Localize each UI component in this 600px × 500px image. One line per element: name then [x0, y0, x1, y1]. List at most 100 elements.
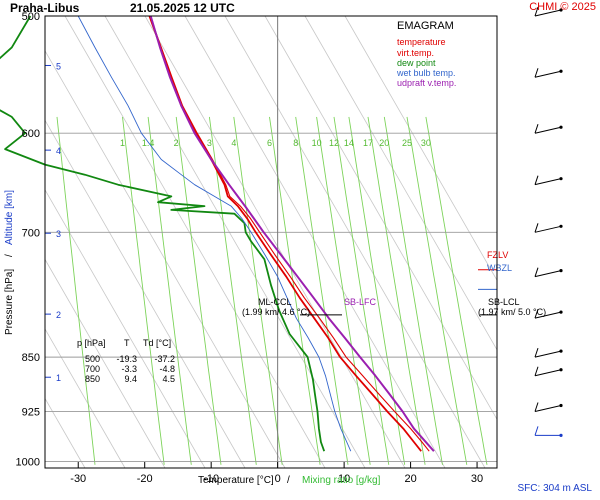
dry-adiabat: [184, 15, 446, 469]
legend-wet-bulb: wet bulb temp.: [396, 68, 456, 78]
wind-barb-dot: [559, 224, 563, 228]
x-axis-title: Temperature [°C] / Mixing ratio [g/kg]: [198, 475, 381, 486]
wind-barb-flag: [534, 347, 539, 358]
mixing-ratio-line: [175, 116, 222, 465]
pressure-tick-label: 700: [22, 227, 40, 239]
x-tick-label: -30: [70, 473, 86, 485]
wind-barb-flag: [534, 175, 539, 185]
surface-elevation: SFC: 304 m ASL: [517, 483, 592, 494]
x-tick-label: -20: [137, 473, 153, 485]
wind-barb-column: [534, 6, 563, 437]
altitude-tick-label: 5: [56, 61, 61, 71]
table-cell: 500: [85, 354, 100, 364]
wind-barb-dot: [559, 368, 563, 372]
table-cell: -37.2: [154, 354, 175, 364]
mixing-ratio-label: 30: [421, 138, 431, 148]
mixing-ratio-label: 10: [312, 138, 322, 148]
series-udpraft-v-temp-: [149, 15, 435, 452]
mixing-ratio-label: 20: [379, 138, 389, 148]
wind-barb-dot: [559, 349, 563, 353]
mixing-ratio-line: [406, 116, 468, 465]
mixing-ratio-line: [348, 116, 406, 465]
mixing-ratio-label: 17: [363, 138, 373, 148]
x-axis-title-temp: Temperature [°C]: [198, 475, 274, 486]
dry-adiabat: [44, 398, 86, 469]
wind-barb-dot: [559, 310, 563, 314]
sb-lcl-label: SB-LCL: [488, 297, 520, 307]
wind-barb-dot: [559, 125, 563, 129]
wind-barb-staff: [534, 126, 562, 134]
y-axis-title-pressure: Pressure [hPa]: [4, 269, 15, 335]
series-wet-bulb-temp-: [77, 15, 352, 452]
wind-barb-staff: [534, 9, 562, 17]
plot-frame: [44, 15, 498, 469]
table-cell: -19.3: [116, 354, 137, 364]
mixing-ratio-label: 1.4: [142, 138, 155, 148]
x-tick-label: 10: [338, 473, 350, 485]
x-tick-label: 0: [275, 473, 281, 485]
wind-barb-dot: [559, 177, 563, 181]
table-header-p: p [hPa]: [77, 338, 106, 348]
dry-adiabat: [144, 15, 406, 469]
dry-adiabat: [64, 15, 326, 469]
mixing-ratio-line: [122, 116, 165, 465]
x-tick-label: 20: [404, 473, 416, 485]
altitude-tick-label: 4: [56, 146, 61, 156]
mixing-ratio-label: 6: [267, 138, 272, 148]
pressure-tick-label: 600: [22, 128, 40, 140]
mixing-ratio-label: 12: [329, 138, 339, 148]
dry-adiabat: [344, 15, 498, 281]
wind-barb-staff: [534, 70, 562, 78]
mixing-ratio-label: 14: [344, 138, 354, 148]
pressure-tick-label: 850: [22, 352, 40, 364]
wind-barb-staff: [534, 270, 562, 278]
sb-lcl-detail: (1.97 km/ 5.0 °C): [478, 307, 546, 317]
mixing-ratio-line: [333, 116, 390, 465]
wind-barb-staff: [534, 404, 562, 412]
dry-adiabat-lines: [44, 15, 498, 469]
pressure-tick-label: 500: [22, 11, 40, 23]
dry-adiabat: [44, 328, 126, 469]
credit-label: CHMI © 2025: [529, 1, 596, 13]
mixing-ratio-line: [233, 116, 283, 465]
mixing-ratio-line: [367, 116, 426, 465]
dry-adiabat: [104, 15, 366, 469]
mixing-ratio-line: [208, 116, 257, 465]
mixing-ratio-label: 8: [293, 138, 298, 148]
table-cell: -4.8: [159, 364, 175, 374]
wind-barb-flag: [534, 6, 539, 17]
dry-adiabat: [44, 189, 206, 469]
dry-adiabat: [44, 259, 166, 469]
mixing-ratio-line: [147, 116, 192, 465]
table-cell: 700: [85, 364, 100, 374]
pressure-tick-label: 925: [22, 406, 40, 418]
mixing-ratio-label: 3: [207, 138, 212, 148]
wind-barb-dot: [559, 269, 563, 273]
wind-barb-flag: [534, 124, 539, 134]
wind-barb-dot: [559, 433, 563, 437]
mixing-ratio-label: 4: [231, 138, 236, 148]
x-tick-label: -10: [203, 473, 219, 485]
wbzl-label: WBZL: [487, 263, 512, 273]
wind-barb-flag: [534, 223, 539, 233]
y-axis-title-sep: /: [4, 254, 15, 257]
table-cell: 4.5: [162, 374, 175, 384]
mixing-ratio-line: [383, 116, 443, 465]
dry-adiabat: [304, 15, 498, 350]
wind-barb-flag: [534, 402, 539, 412]
wind-barb-flag: [534, 267, 539, 277]
x-tick-label: 30: [471, 473, 483, 485]
altitude-tick-label: 2: [56, 310, 61, 320]
mixing-ratio-label: 2: [174, 138, 179, 148]
pressure-tick-label: 1000: [16, 457, 40, 469]
wind-barb-staff: [534, 311, 562, 319]
wind-barb-flag: [534, 68, 539, 78]
fzlv-label: FZLV: [487, 250, 508, 260]
wind-barb-flag: [534, 426, 539, 436]
wind-barb-staff: [534, 369, 562, 377]
table-cell: 850: [85, 374, 100, 384]
table-cell: 9.4: [124, 374, 137, 384]
wind-barb-flag: [534, 308, 539, 319]
